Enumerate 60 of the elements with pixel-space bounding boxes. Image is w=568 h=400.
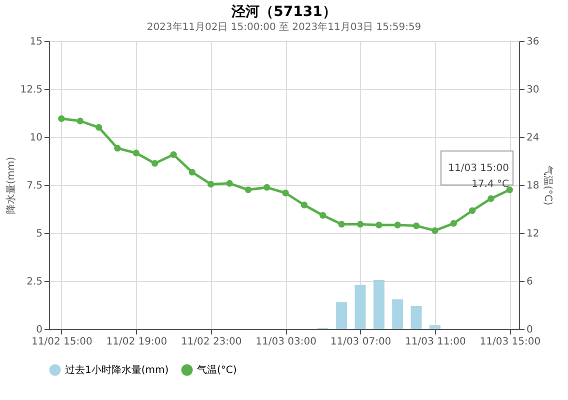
annotation: 11/03 15:00 bbox=[448, 163, 509, 174]
y-tick-label: 5 bbox=[36, 228, 42, 240]
x-tick-label: 11/03 11:00 bbox=[405, 336, 466, 348]
bar bbox=[392, 299, 404, 329]
y2-tick-label: 0 bbox=[526, 324, 533, 336]
y-tick-label: 2.5 bbox=[26, 276, 42, 288]
y-tick-label: 0 bbox=[36, 324, 42, 336]
point bbox=[488, 195, 494, 202]
y2-tick-label: 12 bbox=[526, 228, 540, 240]
y2-tick-label: 36 bbox=[526, 36, 540, 48]
point bbox=[151, 160, 158, 167]
chart-title: 泾河（57131） bbox=[230, 4, 336, 20]
point bbox=[320, 212, 326, 219]
point bbox=[356, 220, 364, 228]
point bbox=[114, 144, 121, 152]
point bbox=[338, 220, 345, 228]
point bbox=[76, 118, 84, 124]
chart-subtitle: 2023年11月02日 15:00:00 至 2023年11月03日 15:59:59 bbox=[146, 21, 422, 33]
y2-tick-label: 6 bbox=[526, 276, 533, 288]
point bbox=[412, 222, 420, 230]
point bbox=[450, 220, 457, 227]
bar bbox=[429, 325, 440, 329]
point bbox=[170, 151, 177, 158]
bar bbox=[410, 306, 422, 329]
x-tick-label: 11/02 19:00 bbox=[106, 336, 168, 348]
point bbox=[226, 180, 233, 187]
y-axis-title: 降水量(mm) bbox=[5, 156, 18, 214]
bar bbox=[354, 284, 366, 329]
point bbox=[468, 207, 476, 214]
point bbox=[506, 186, 514, 194]
point bbox=[264, 184, 270, 191]
legend-label: 气温(°C) bbox=[197, 364, 237, 376]
annotation: 17.4 °C bbox=[472, 179, 510, 190]
x-tick-label: 11/02 23:00 bbox=[180, 336, 242, 348]
point bbox=[132, 150, 140, 156]
point bbox=[376, 222, 382, 228]
bar bbox=[336, 302, 348, 329]
y-tick-label: 7.5 bbox=[26, 180, 42, 192]
y2-tick-label: 18 bbox=[526, 180, 540, 192]
x-tick-label: 11/03 03:00 bbox=[256, 336, 316, 348]
point bbox=[394, 222, 401, 228]
point bbox=[432, 227, 438, 234]
y-tick-label: 10 bbox=[30, 132, 42, 144]
point bbox=[188, 168, 196, 176]
x-tick-label: 11/03 07:00 bbox=[330, 336, 392, 348]
y-tick-label: 12.5 bbox=[20, 84, 42, 96]
point bbox=[208, 180, 214, 188]
y2-tick-label: 30 bbox=[526, 84, 540, 96]
bar bbox=[373, 280, 384, 329]
legend-label: 过去1小时降水量(mm) bbox=[65, 364, 169, 376]
y2-tick-label: 24 bbox=[526, 132, 540, 144]
point bbox=[300, 202, 308, 208]
x-tick-label: 11/02 15:00 bbox=[32, 336, 92, 348]
y-tick-label: 15 bbox=[30, 36, 42, 48]
point bbox=[58, 115, 65, 122]
point bbox=[244, 186, 252, 194]
point bbox=[282, 190, 289, 196]
y2-axis-title: 气温(°C) bbox=[542, 166, 554, 206]
x-tick-label: 11/03 15:00 bbox=[480, 336, 541, 348]
point bbox=[95, 124, 102, 131]
